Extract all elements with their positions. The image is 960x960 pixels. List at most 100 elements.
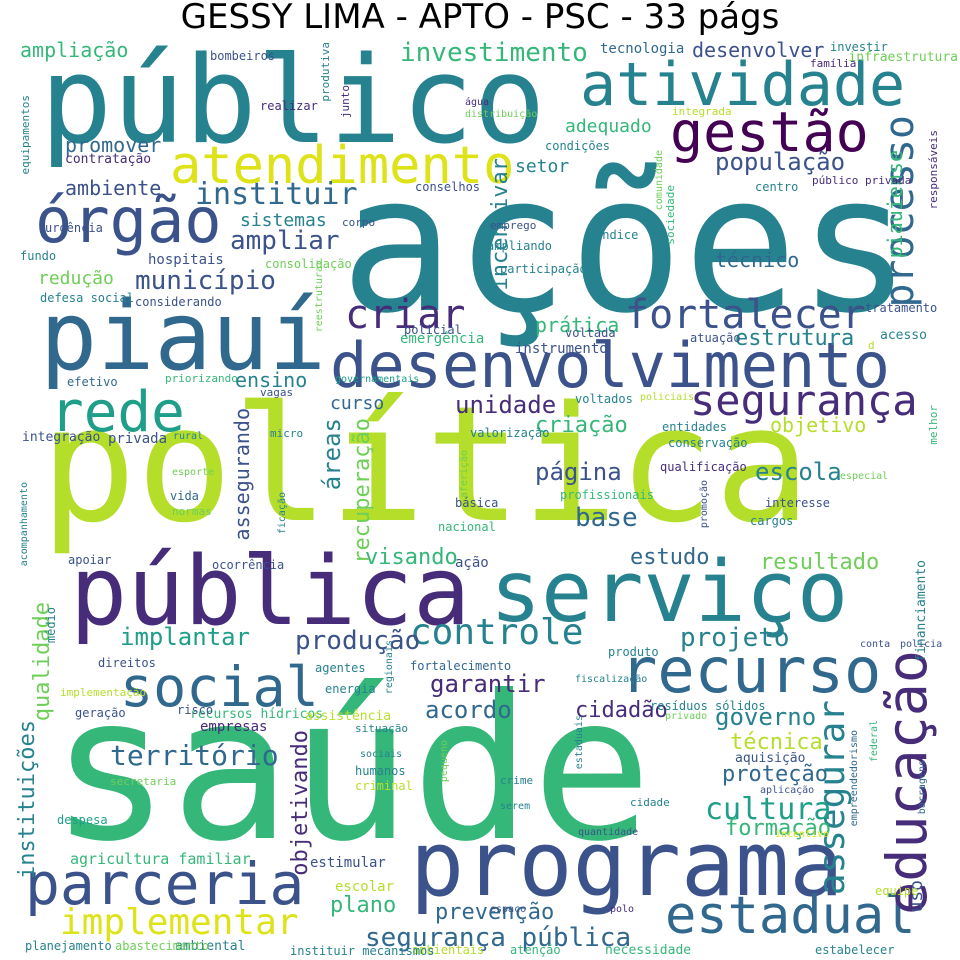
word-social: social (120, 655, 319, 719)
word-governo: governo (715, 703, 817, 731)
word-melhor: melhor (927, 405, 940, 445)
word-residuos-solidos: resíduos sólidos (650, 699, 766, 713)
word-emergencia: emergência (400, 331, 485, 347)
word-desenvolvimento: desenvolvimento (330, 329, 890, 402)
word-pequeno: pequeno (439, 740, 450, 783)
word-especial: especial (840, 471, 889, 482)
word-federal: federal (869, 720, 880, 763)
word-ambientais: ambientais (412, 943, 485, 957)
word-estudo: estudo (630, 545, 710, 570)
word-publica: pública (70, 537, 471, 647)
word-servico: serviço (490, 543, 849, 642)
word-estabelecer: estabelecer (815, 943, 895, 957)
word-populacao: população (715, 148, 846, 176)
word-ampliando: ampliando (487, 239, 553, 253)
word-criar: criar (345, 292, 466, 338)
word-regionais: regionais (384, 640, 395, 695)
word-atencao: atenção (510, 943, 561, 957)
word-tecnica: técnica (730, 730, 823, 755)
word-acordo: acordo (425, 696, 512, 724)
word-afericao: aferição (459, 450, 470, 499)
word-politica: política (40, 371, 811, 558)
word-fundo: fundo (20, 249, 57, 263)
word-equipe: equipe (875, 884, 919, 898)
word-agentes: agentes (315, 661, 366, 675)
word-responsaveis: responsáveis (927, 130, 940, 210)
word-municipio: município (135, 266, 276, 296)
word-agua: água (465, 97, 490, 108)
word-pratica: prática (535, 313, 620, 337)
word-efetivo: efetivo (67, 375, 118, 389)
word-abastecimento: abastecimento (115, 939, 209, 953)
word-rural: rural (173, 431, 204, 442)
word-conservacao: conservação (668, 436, 748, 450)
word-instituicoes: instituições (15, 720, 40, 879)
word-policia: polícia (900, 639, 943, 650)
word-gestao: gestão (670, 100, 869, 164)
word-recurso: recurso (620, 634, 882, 707)
word-sociedade: sociedade (664, 185, 677, 245)
word-participacao: participação (500, 262, 587, 276)
word-recursos-hidricos: recursos hídricos (190, 707, 324, 722)
word-incentivo: incentivo (775, 829, 830, 840)
word-plano: plano (330, 893, 397, 918)
word-ambiente: ambiente (65, 176, 162, 200)
word-estadual: estadual (665, 886, 916, 946)
word-medio: médio (44, 607, 58, 644)
word-criminal: criminal (355, 779, 413, 793)
word-nacional: nacional (438, 520, 496, 534)
word-implementacao: implementação (60, 686, 147, 699)
word-situacao: situação (355, 722, 408, 735)
word-estrutura: estrutura (735, 326, 855, 351)
page-title: GESSY LIMA - APTO - PSC - 33 págs (180, 0, 780, 37)
word-fiscalizacao: fiscalização (575, 674, 648, 685)
word-privada: privada (108, 431, 168, 447)
word-necessidade: necessidade (605, 943, 692, 958)
word-instrumento: instrumento (515, 341, 608, 357)
word-infraestrutura: infraestrutura (848, 50, 958, 65)
word-cultura: cultura (705, 792, 832, 827)
word-basica: básica (455, 496, 499, 510)
word-investimento: investimento (400, 38, 588, 68)
word-considerando: considerando (135, 295, 222, 309)
word-voltada: voltada (565, 326, 616, 340)
word-setor: setor (515, 156, 570, 177)
word-normas: normas (172, 505, 212, 518)
word-estimular: estimular (310, 855, 386, 871)
word-polo: polo (610, 904, 635, 915)
word-saude: saúde (50, 653, 653, 886)
word-acoes: ações (340, 134, 912, 355)
word-ensino: ensino (235, 368, 308, 392)
word-d: d (868, 339, 875, 352)
word-fortalecimento: fortalecimento (410, 659, 512, 673)
word-escola: escola (755, 458, 842, 486)
word-territorio: território (110, 739, 279, 772)
word-aquisicao: aquisição (735, 751, 806, 766)
word-contratacao: contratação (65, 152, 152, 167)
word-acesso: acesso (880, 328, 927, 343)
word-consolidacao: consolidação (265, 257, 352, 271)
word-interesse: interesse (765, 496, 831, 510)
word-ampliacao: ampliação (20, 38, 129, 62)
word-escolar: escolar (335, 879, 395, 895)
word-urgencia: urgência (45, 221, 103, 235)
word-produto: produto (608, 645, 659, 659)
word-qualificacao: qualificação (660, 460, 747, 474)
word-espaco: espaço (490, 904, 527, 915)
word-atuacao: atuação (690, 331, 741, 345)
word-instituir: instituir (195, 177, 358, 212)
word-resultado: resultado (760, 550, 880, 575)
word-privado: privado (665, 711, 708, 722)
word-bombeiros: bombeiros (210, 49, 276, 63)
word-centro: centro (755, 180, 799, 194)
word-vagas: vagas (260, 386, 294, 399)
word-implantar: implantar (120, 623, 251, 651)
word-serem: serem (500, 801, 531, 812)
word-energia: energia (325, 682, 376, 696)
word-formacao: formação (725, 816, 831, 841)
word-tecnico: técnico (715, 248, 800, 272)
word-agricultura-familiar: agricultura familiar (70, 850, 251, 868)
word-despesa: despesa (57, 813, 108, 827)
word-conselhos: conselhos (415, 180, 481, 194)
